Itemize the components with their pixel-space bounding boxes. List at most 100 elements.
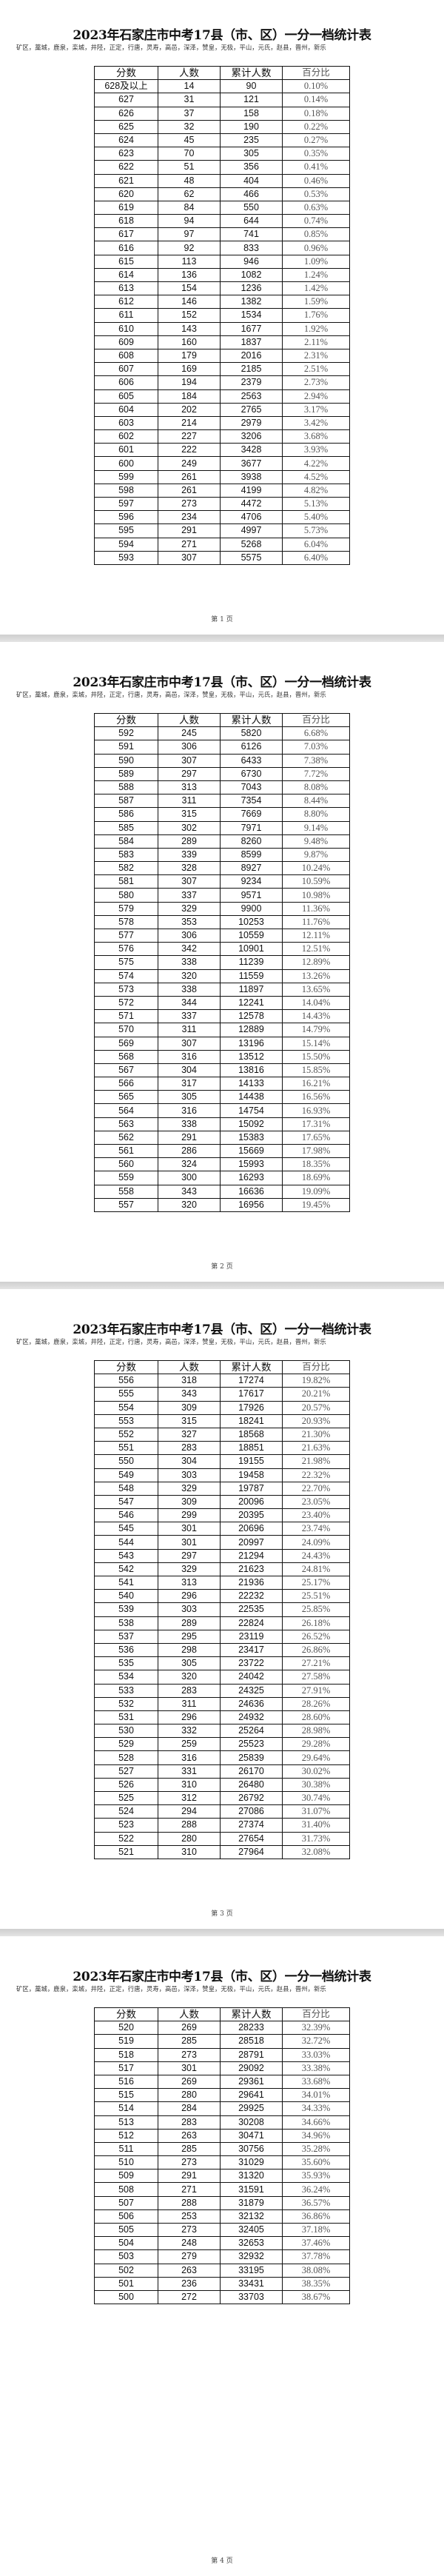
count-cell: 48 (158, 173, 221, 188)
percent-cell: 37.46% (282, 2236, 350, 2251)
cumulative-cell: 11239 (220, 955, 283, 970)
table-row: 525 312 26792 30.74% (94, 1790, 350, 1806)
table-row: 568 316 13512 15.50% (94, 1049, 350, 1064)
table-row: 534 320 24042 27.58% (94, 1670, 350, 1685)
cumulative-cell: 7669 (220, 807, 283, 822)
count-cell: 194 (158, 375, 221, 390)
cumulative-cell: 20395 (220, 1508, 283, 1523)
count-cell: 284 (158, 2101, 221, 2116)
table-row: 575 338 11239 12.89% (94, 955, 350, 970)
score-cell: 627 (94, 93, 158, 107)
cumulative-cell: 2185 (220, 362, 283, 377)
count-cell: 313 (158, 1575, 221, 1590)
percent-cell: 10.24% (282, 861, 350, 876)
score-cell: 506 (94, 2209, 158, 2224)
percent-cell: 10.59% (282, 874, 350, 889)
table-row: 545 301 20696 23.74% (94, 1522, 350, 1536)
score-cell: 599 (94, 469, 158, 484)
score-cell: 532 (94, 1696, 158, 1711)
count-cell: 311 (158, 1696, 221, 1711)
percent-cell: 0.85% (282, 227, 350, 242)
page-separator (0, 635, 444, 642)
percent-cell: 17.65% (282, 1130, 350, 1145)
percent-cell: 2.94% (282, 389, 350, 404)
table-row: 627 31 121 0.14% (94, 93, 350, 107)
cumulative-cell: 19458 (220, 1468, 283, 1482)
percent-cell: 7.38% (282, 753, 350, 768)
score-cell: 626 (94, 106, 158, 121)
percent-cell: 0.46% (282, 173, 350, 188)
cumulative-cell: 1677 (220, 321, 283, 336)
percent-cell: 8.44% (282, 794, 350, 809)
table-row: 524 294 27086 31.07% (94, 1804, 350, 1819)
cumulative-cell: 6126 (220, 740, 283, 755)
cumulative-cell: 741 (220, 227, 283, 242)
cumulative-cell: 32132 (220, 2209, 283, 2224)
count-cell: 305 (158, 1656, 221, 1671)
district-list: 矿区，藁城，鹿泉，栾城，井陉，正定，行唐，灵寿，高邑，深泽，赞皇，无极，平山，元… (16, 1985, 326, 1993)
percent-cell: 25.17% (282, 1575, 350, 1590)
percent-cell: 16.56% (282, 1090, 350, 1105)
count-cell: 306 (158, 740, 221, 755)
count-cell: 297 (158, 1548, 221, 1563)
count-cell: 289 (158, 1616, 221, 1630)
count-cell: 113 (158, 254, 221, 269)
percent-cell: 28.98% (282, 1724, 350, 1739)
score-cell: 602 (94, 429, 158, 444)
table-row: 595 291 4997 5.73% (94, 523, 350, 538)
percent-cell: 35.60% (282, 2155, 350, 2170)
table-row: 586 315 7669 8.80% (94, 807, 350, 822)
cumulative-cell: 17274 (220, 1374, 283, 1388)
page-title: 2023年石家庄市中考17县（市、区）一分一档统计表 (73, 28, 371, 43)
column-header: 百分比 (282, 712, 350, 728)
table-row: 626 37 158 0.18% (94, 106, 350, 121)
percent-cell: 0.96% (282, 241, 350, 255)
percent-cell: 2.31% (282, 348, 350, 364)
table-row: 559 300 16293 18.69% (94, 1171, 350, 1185)
cumulative-cell: 22535 (220, 1602, 283, 1617)
score-cell: 596 (94, 510, 158, 525)
count-cell: 136 (158, 267, 221, 283)
table-row: 607 169 2185 2.51% (94, 362, 350, 377)
percent-cell: 34.01% (282, 2088, 350, 2103)
cumulative-cell: 29641 (220, 2088, 283, 2103)
table-row: 507 288 31879 36.57% (94, 2195, 350, 2210)
score-cell: 558 (94, 1184, 158, 1199)
score-cell: 609 (94, 335, 158, 349)
percent-cell: 30.74% (282, 1790, 350, 1806)
cumulative-cell: 4472 (220, 496, 283, 512)
percent-cell: 30.38% (282, 1777, 350, 1793)
cumulative-cell: 6730 (220, 766, 283, 781)
score-cell: 535 (94, 1656, 158, 1671)
score-cell: 587 (94, 794, 158, 809)
percent-cell: 9.87% (282, 847, 350, 863)
district-list: 矿区，藁城，鹿泉，栾城，井陉，正定，行唐，灵寿，高邑，深泽，赞皇，无极，平山，元… (16, 44, 326, 51)
score-cell: 565 (94, 1090, 158, 1105)
score-cell: 605 (94, 389, 158, 404)
table-row: 628及以上 14 90 0.10% (94, 79, 350, 94)
cumulative-cell: 20096 (220, 1494, 283, 1510)
table-row: 609 160 1837 2.11% (94, 335, 350, 349)
table-row: 585 302 7971 9.14% (94, 820, 350, 835)
table-row: 548 329 19787 22.70% (94, 1481, 350, 1496)
count-cell: 332 (158, 1724, 221, 1739)
percent-cell: 33.38% (282, 2061, 350, 2075)
page: 2023年石家庄市中考17县（市、区）一分一档统计表 矿区，藁城，鹿泉，栾城，井陉… (0, 1936, 444, 2576)
score-cell: 510 (94, 2155, 158, 2170)
percent-cell: 0.27% (282, 133, 350, 148)
table-row: 561 286 15669 17.98% (94, 1143, 350, 1159)
cumulative-cell: 20997 (220, 1535, 283, 1550)
percent-cell: 32.72% (282, 2034, 350, 2049)
cumulative-cell: 9900 (220, 901, 283, 916)
count-cell: 296 (158, 1710, 221, 1725)
cumulative-cell: 1082 (220, 267, 283, 283)
page: 2023年石家庄市中考17县（市、区）一分一档统计表 矿区，藁城，鹿泉，栾城，井陉… (0, 642, 444, 1282)
cumulative-cell: 23119 (220, 1629, 283, 1644)
table-row: 576 342 10901 12.51% (94, 942, 350, 957)
cumulative-cell: 15383 (220, 1130, 283, 1145)
score-cell: 594 (94, 537, 158, 552)
percent-cell: 27.91% (282, 1683, 350, 1698)
count-cell: 303 (158, 1602, 221, 1617)
count-cell: 343 (158, 1387, 221, 1402)
table-row: 509 291 31320 35.93% (94, 2169, 350, 2184)
